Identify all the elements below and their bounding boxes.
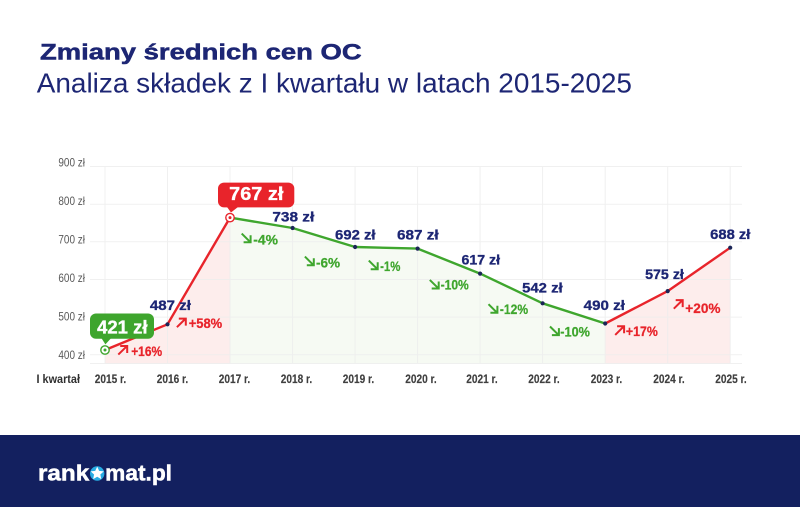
- svg-text:2017 r.: 2017 r.: [219, 374, 251, 386]
- svg-text:2023 r.: 2023 r.: [591, 374, 623, 386]
- svg-text:2015 r.: 2015 r.: [95, 374, 127, 386]
- svg-text:767 zł: 767 zł: [229, 184, 283, 204]
- svg-text:2021 r.: 2021 r.: [466, 374, 498, 386]
- svg-text:I kwartał: I kwartał: [37, 374, 81, 386]
- svg-text:Zmiany średnich cen OC: Zmiany średnich cen OC: [40, 40, 362, 65]
- svg-text:+20%: +20%: [685, 300, 721, 316]
- svg-text:800 zł: 800 zł: [58, 194, 85, 208]
- svg-text:400 zł: 400 zł: [58, 348, 85, 362]
- svg-text:2024 r.: 2024 r.: [653, 374, 685, 386]
- svg-text:421 zł: 421 zł: [97, 317, 147, 337]
- svg-text:600 zł: 600 zł: [58, 271, 85, 285]
- svg-text:2020 r.: 2020 r.: [405, 374, 437, 386]
- svg-text:900 zł: 900 zł: [58, 155, 85, 169]
- svg-text:-12%: -12%: [500, 301, 529, 317]
- svg-text:2016 r.: 2016 r.: [157, 374, 189, 386]
- svg-text:2019 r.: 2019 r.: [343, 374, 375, 386]
- svg-text:687 zł: 687 zł: [397, 226, 439, 242]
- svg-text:738 zł: 738 zł: [272, 209, 314, 225]
- svg-text:490 zł: 490 zł: [584, 297, 625, 313]
- svg-text:542 zł: 542 zł: [522, 280, 563, 296]
- svg-text:-4%: -4%: [253, 231, 278, 247]
- svg-text:+17%: +17%: [626, 323, 658, 339]
- svg-text:2025 r.: 2025 r.: [715, 374, 747, 386]
- svg-text:688 zł: 688 zł: [710, 226, 750, 242]
- svg-text:500 zł: 500 zł: [58, 310, 85, 324]
- svg-text:575 zł: 575 zł: [645, 266, 684, 282]
- svg-text:-10%: -10%: [560, 323, 590, 339]
- svg-text:700 zł: 700 zł: [58, 233, 85, 247]
- svg-text:-1%: -1%: [380, 258, 401, 274]
- svg-text:rank: rank: [38, 461, 90, 486]
- svg-text:+16%: +16%: [131, 343, 162, 359]
- svg-text:mat.pl: mat.pl: [105, 461, 172, 486]
- svg-text:-10%: -10%: [441, 277, 470, 293]
- svg-text:487 zł: 487 zł: [150, 297, 191, 313]
- svg-text:2018 r.: 2018 r.: [281, 374, 313, 386]
- svg-text:Analiza składek z I kwartału w: Analiza składek z I kwartału w latach 20…: [37, 68, 632, 99]
- svg-text:2022 r.: 2022 r.: [528, 374, 560, 386]
- svg-text:+58%: +58%: [189, 315, 223, 331]
- svg-text:692 zł: 692 zł: [335, 226, 376, 242]
- svg-text:617 zł: 617 zł: [462, 251, 501, 267]
- svg-text:-6%: -6%: [316, 254, 341, 270]
